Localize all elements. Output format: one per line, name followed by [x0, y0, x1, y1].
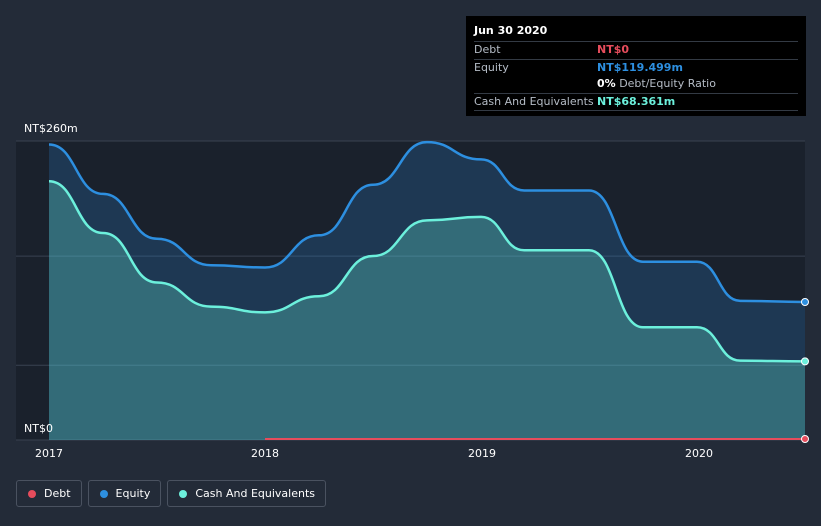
- chart-lines: [48, 140, 806, 440]
- y-axis-top-label: NT$260m: [24, 122, 78, 135]
- chart-markers: [801, 298, 809, 443]
- tooltip-cash-label: Cash And Equivalents: [474, 94, 594, 108]
- tooltip-cash-value: NT$68.361m: [597, 94, 676, 108]
- legend-label-debt: Debt: [44, 487, 71, 500]
- tooltip-ratio-value: 0%: [597, 77, 616, 90]
- data-tooltip: Jun 30 2020 Debt NT$0 Equity NT$119.499m…: [466, 16, 806, 116]
- equity-area: [49, 142, 805, 440]
- plot-background: [16, 141, 805, 440]
- chart-legend: Debt Equity Cash And Equivalents: [16, 480, 326, 507]
- y-axis-bottom-label: NT$0: [24, 422, 53, 435]
- tooltip-equity-label: Equity: [474, 60, 509, 74]
- tooltip-cash-row: Cash And Equivalents NT$68.361m: [474, 92, 798, 111]
- legend-item-equity[interactable]: Equity: [87, 480, 162, 507]
- x-tick-label-2018: 2018: [251, 447, 279, 460]
- x-tick-label-2019: 2019: [468, 447, 496, 460]
- tooltip-ratio-row: 0% Debt/Equity Ratio: [474, 76, 798, 93]
- tooltip-debt-row: Debt NT$0: [474, 41, 798, 59]
- tooltip-equity-row: Equity NT$119.499m: [474, 58, 798, 77]
- legend-label-cash: Cash And Equivalents: [195, 487, 315, 500]
- tooltip-debt-label: Debt: [474, 43, 501, 56]
- x-tick-label-2020: 2020: [685, 447, 713, 460]
- equity-end-point: [801, 298, 809, 306]
- cash-area: [49, 181, 805, 440]
- debt-end-point: [801, 435, 809, 443]
- tooltip-debt-value: NT$0: [597, 43, 630, 56]
- tooltip-ratio-label: Debt/Equity Ratio: [619, 77, 716, 90]
- chart-areas: [49, 142, 805, 440]
- x-tick-label-2017: 2017: [35, 447, 63, 460]
- cash-dot-icon: [179, 489, 188, 498]
- debt-dot-icon: [28, 489, 36, 498]
- tooltip-date: Jun 30 2020: [474, 24, 548, 37]
- legend-item-debt[interactable]: Debt: [16, 480, 82, 507]
- legend-item-cash[interactable]: Cash And Equivalents: [167, 480, 326, 507]
- cash-line: [48, 180, 806, 363]
- cash-end-point: [801, 357, 809, 366]
- legend-label-equity: Equity: [115, 487, 151, 500]
- tooltip-equity-value: NT$119.499m: [597, 60, 683, 74]
- equity-line: [48, 140, 806, 304]
- equity-dot-icon: [99, 489, 108, 498]
